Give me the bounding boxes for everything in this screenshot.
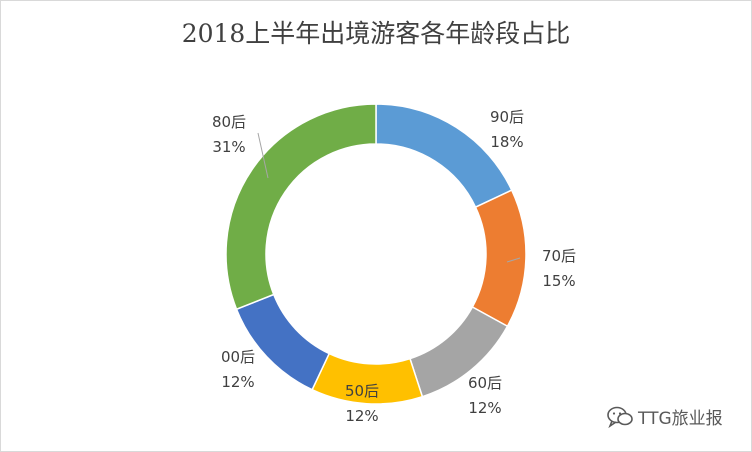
data-label-name-50后: 50后 <box>345 382 379 400</box>
data-label-pct-90后: 18% <box>490 133 523 151</box>
wechat-icon <box>607 406 633 428</box>
watermark-text: TTG旅业报 <box>638 409 723 429</box>
data-label-pct-60后: 12% <box>468 399 501 417</box>
data-label-name-60后: 60后 <box>468 374 502 392</box>
data-label-pct-80后: 31% <box>212 138 245 156</box>
chart-title: 2018上半年出境游客各年龄段占比 <box>181 19 571 48</box>
data-label-name-80后: 80后 <box>212 113 246 131</box>
data-label-name-70后: 70后 <box>542 247 576 265</box>
data-label-name-00后: 00后 <box>221 348 255 366</box>
leader-line-80后 <box>257 132 269 179</box>
data-label-pct-50后: 12% <box>345 407 378 425</box>
slice-80后 <box>225 103 377 311</box>
data-label-pct-70后: 15% <box>542 272 575 290</box>
data-label-pct-00后: 12% <box>221 373 254 391</box>
watermark: TTG旅业报 <box>606 404 723 429</box>
data-label-name-90后: 90后 <box>490 108 524 126</box>
leader-line-70后 <box>506 257 521 263</box>
